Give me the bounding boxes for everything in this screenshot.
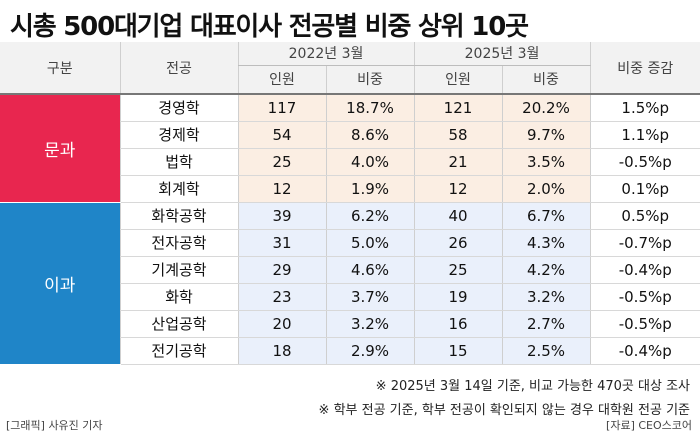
major-cell: 경제학 bbox=[119, 121, 238, 149]
count-2025-cell: 21 bbox=[413, 148, 502, 176]
count-2025-cell: 26 bbox=[413, 229, 502, 257]
major-cell: 화학 bbox=[119, 283, 238, 311]
credit-source: [자료] CEO스코어 bbox=[606, 419, 692, 432]
share-2025-cell: 9.7% bbox=[501, 121, 590, 149]
header-share-2022: 비중 bbox=[325, 65, 414, 95]
major-cell: 기계공학 bbox=[119, 256, 238, 284]
count-2022-cell: 29 bbox=[237, 256, 326, 284]
major-cell: 법학 bbox=[119, 148, 238, 176]
count-2022-cell: 12 bbox=[237, 175, 326, 203]
share-2025-cell: 2.7% bbox=[501, 310, 590, 338]
group-label: 이과 bbox=[0, 202, 120, 365]
table-row: 화학 23 3.7% 19 3.2% -0.5%p bbox=[0, 283, 700, 311]
count-2025-cell: 12 bbox=[413, 175, 502, 203]
count-2022-cell: 31 bbox=[237, 229, 326, 257]
table-row: 문과 경영학 117 18.7% 121 20.2% 1.5%p bbox=[0, 94, 700, 203]
footnote-survey: ※ 2025년 3월 14일 기준, 비교 가능한 470곳 대상 조사 bbox=[375, 379, 690, 394]
change-cell: 1.1%p bbox=[589, 121, 700, 149]
header-change: 비중 증감 bbox=[589, 42, 700, 95]
change-cell: -0.5%p bbox=[589, 283, 700, 311]
count-2025-cell: 25 bbox=[413, 256, 502, 284]
credit-graphic: [그래픽] 사유진 기자 bbox=[6, 419, 103, 432]
count-2022-cell: 18 bbox=[237, 337, 326, 365]
header-count-2025: 인원 bbox=[413, 65, 502, 95]
share-2025-cell: 6.7% bbox=[501, 202, 590, 230]
share-2022-cell: 18.7% bbox=[325, 94, 414, 122]
count-2025-cell: 15 bbox=[413, 337, 502, 365]
change-cell: -0.4%p bbox=[589, 256, 700, 284]
change-cell: -0.7%p bbox=[589, 229, 700, 257]
change-cell: 0.5%p bbox=[589, 202, 700, 230]
count-2025-cell: 121 bbox=[413, 94, 502, 122]
major-cell: 회계학 bbox=[119, 175, 238, 203]
header-share-2025: 비중 bbox=[501, 65, 590, 95]
count-2022-cell: 20 bbox=[237, 310, 326, 338]
change-cell: -0.5%p bbox=[589, 148, 700, 176]
count-2025-cell: 58 bbox=[413, 121, 502, 149]
table-body: 문과 경영학 117 18.7% 121 20.2% 1.5%p 경제학 54 8.6% 58 9.7… bbox=[0, 94, 700, 365]
count-2025-cell: 16 bbox=[413, 310, 502, 338]
share-2022-cell: 5.0% bbox=[325, 229, 414, 257]
change-cell: 0.1%p bbox=[589, 175, 700, 203]
share-2022-cell: 3.7% bbox=[325, 283, 414, 311]
header-category: 구분 bbox=[0, 42, 120, 95]
count-2022-cell: 54 bbox=[237, 121, 326, 149]
count-2022-cell: 117 bbox=[237, 94, 326, 122]
count-2022-cell: 25 bbox=[237, 148, 326, 176]
change-cell: 1.5%p bbox=[589, 94, 700, 122]
header-period-2025: 2025년 3월 bbox=[413, 42, 590, 66]
page-title: 시총 500대기업 대표이사 전공별 비중 상위 10곳 bbox=[10, 12, 529, 42]
table-row: 회계학 12 1.9% 12 2.0% 0.1%p bbox=[0, 175, 700, 203]
header-period-2022: 2022년 3월 bbox=[237, 42, 414, 66]
share-2022-cell: 2.9% bbox=[325, 337, 414, 365]
share-2025-cell: 20.2% bbox=[501, 94, 590, 122]
table-row: 이과 화학공학 39 6.2% 40 6.7% 0.5%p bbox=[0, 202, 700, 365]
header-count-2022: 인원 bbox=[237, 65, 326, 95]
group-label: 문과 bbox=[0, 94, 120, 203]
share-2025-cell: 3.2% bbox=[501, 283, 590, 311]
major-cell: 전기공학 bbox=[119, 337, 238, 365]
major-cell: 전자공학 bbox=[119, 229, 238, 257]
major-cell: 화학공학 bbox=[119, 202, 238, 230]
share-2025-cell: 4.2% bbox=[501, 256, 590, 284]
share-2022-cell: 6.2% bbox=[325, 202, 414, 230]
count-2025-cell: 19 bbox=[413, 283, 502, 311]
major-share-table: 구분 전공 2022년 3월 2025년 3월 비중 증감 인원 비중 인원 비… bbox=[0, 42, 700, 365]
table-row: 법학 25 4.0% 21 3.5% -0.5%p bbox=[0, 148, 700, 176]
table-row: 전기공학 18 2.9% 15 2.5% -0.4%p bbox=[0, 337, 700, 365]
share-2025-cell: 4.3% bbox=[501, 229, 590, 257]
footnote-criteria: ※ 학부 전공 기준, 학부 전공이 확인되지 않는 경우 대학원 전공 기준 bbox=[318, 403, 690, 418]
count-2022-cell: 39 bbox=[237, 202, 326, 230]
major-cell: 산업공학 bbox=[119, 310, 238, 338]
share-2025-cell: 3.5% bbox=[501, 148, 590, 176]
table-row: 산업공학 20 3.2% 16 2.7% -0.5%p bbox=[0, 310, 700, 338]
share-2025-cell: 2.5% bbox=[501, 337, 590, 365]
table-row: 기계공학 29 4.6% 25 4.2% -0.4%p bbox=[0, 256, 700, 284]
header-major: 전공 bbox=[119, 42, 238, 95]
share-2022-cell: 3.2% bbox=[325, 310, 414, 338]
change-cell: -0.5%p bbox=[589, 310, 700, 338]
table-row: 경제학 54 8.6% 58 9.7% 1.1%p bbox=[0, 121, 700, 149]
count-2022-cell: 23 bbox=[237, 283, 326, 311]
count-2025-cell: 40 bbox=[413, 202, 502, 230]
share-2022-cell: 4.6% bbox=[325, 256, 414, 284]
major-cell: 경영학 bbox=[119, 94, 238, 122]
change-cell: -0.4%p bbox=[589, 337, 700, 365]
table-row: 전자공학 31 5.0% 26 4.3% -0.7%p bbox=[0, 229, 700, 257]
share-2022-cell: 8.6% bbox=[325, 121, 414, 149]
share-2022-cell: 1.9% bbox=[325, 175, 414, 203]
share-2022-cell: 4.0% bbox=[325, 148, 414, 176]
share-2025-cell: 2.0% bbox=[501, 175, 590, 203]
